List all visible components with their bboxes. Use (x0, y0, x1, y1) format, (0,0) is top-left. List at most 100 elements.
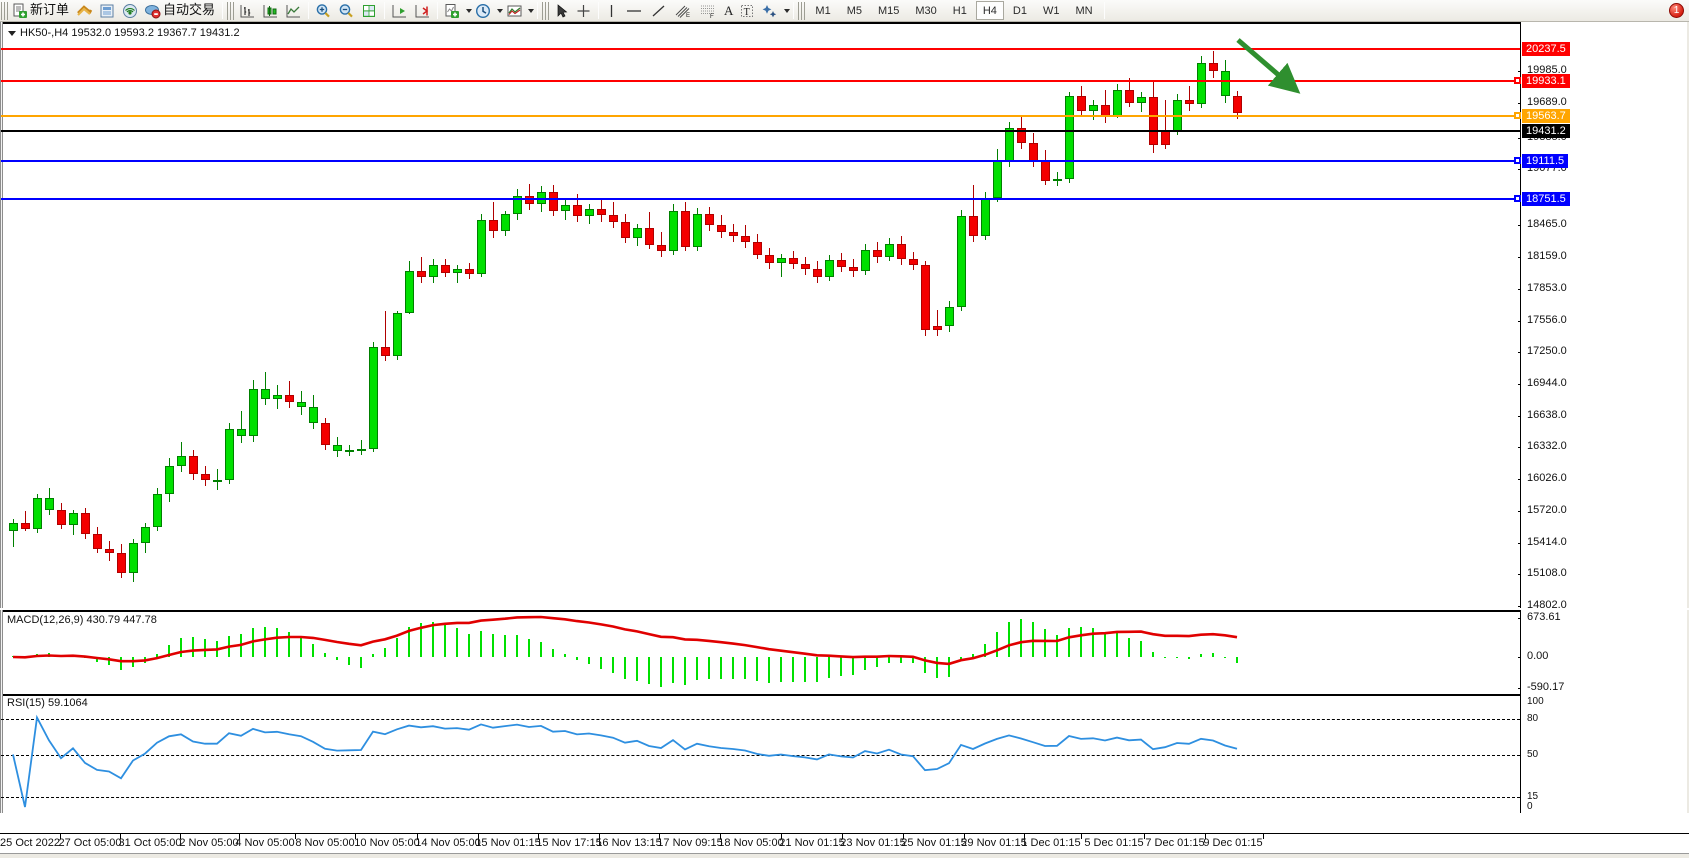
period-dropdown-caret[interactable] (497, 8, 504, 13)
tile-windows-button[interactable] (359, 1, 380, 21)
indicators-dropdown-caret[interactable] (466, 8, 473, 13)
candlestick (369, 342, 378, 453)
line-chart-type-button[interactable] (283, 1, 304, 21)
candlestick (93, 527, 102, 553)
timeframe-d1[interactable]: D1 (1012, 5, 1027, 17)
timeframe-m15[interactable]: M15 (877, 5, 900, 17)
new-order-button[interactable]: 新订单 (11, 1, 72, 21)
autotrading-icon (145, 4, 161, 18)
rsi-panel-left-grip[interactable] (0, 694, 3, 813)
timeframe-m5[interactable]: M5 (846, 5, 862, 17)
text-button[interactable]: A (722, 1, 735, 21)
time-axis-separator (1024, 834, 1025, 839)
toolbar-separator-4 (437, 2, 439, 19)
bar-chart-button[interactable] (74, 1, 95, 21)
chevron-down-icon[interactable] (8, 30, 16, 36)
price-plot-area[interactable] (1, 22, 1689, 608)
fibonacci-button[interactable]: F (697, 1, 720, 21)
news-button[interactable] (97, 1, 118, 21)
price-panel-left-grip[interactable] (0, 22, 3, 608)
rsi-panel[interactable]: RSI(15) 59.1064 100 80 50 15 0 (0, 694, 1689, 813)
vline-button[interactable] (603, 1, 620, 21)
hline-button[interactable] (622, 1, 646, 21)
templates-button[interactable] (504, 1, 525, 21)
new-order-icon (13, 3, 27, 18)
macd-histogram-bar (936, 657, 938, 678)
news-icon (100, 4, 114, 17)
timeframe-h4[interactable]: H4 (975, 1, 1004, 20)
line-studies-grip[interactable] (542, 1, 550, 20)
crosshair-button[interactable] (573, 1, 594, 21)
timeframe-mn[interactable]: MN (1075, 5, 1093, 17)
trendline-button[interactable] (648, 1, 670, 21)
toolbar-grip[interactable] (1, 1, 8, 20)
time-axis-separator (903, 834, 904, 839)
templates-dropdown-caret[interactable] (528, 8, 535, 13)
timeframe-m30[interactable]: M30 (915, 5, 937, 17)
zoom-out-button[interactable] (336, 1, 357, 21)
period-button[interactable] (473, 1, 494, 21)
timeframe-m1[interactable]: M1 (815, 5, 831, 17)
alert-badge[interactable]: 1 (1669, 3, 1684, 18)
auto-scroll-button[interactable] (389, 1, 410, 21)
main-toolbar: 新订单 自动交易 (0, 0, 1689, 22)
candlestick (429, 259, 438, 283)
macd-histogram-bar (1056, 635, 1058, 657)
period-icon (476, 3, 491, 18)
cursor-button[interactable] (552, 1, 571, 21)
candlestick (693, 208, 702, 252)
macd-histogram-bar (300, 636, 302, 657)
timeframe-h1[interactable]: H1 (952, 5, 967, 17)
candlestick (1053, 171, 1062, 187)
shapes-button[interactable] (759, 1, 781, 21)
candlestick (621, 214, 630, 243)
time-axis-separator (1205, 834, 1206, 839)
rsi-scale: 100 80 50 15 0 (1520, 694, 1689, 813)
bar-chart-type-button[interactable] (237, 1, 258, 21)
time-axis-label: 10 Nov 05:00 (354, 837, 420, 849)
candlestick (105, 541, 114, 561)
price-tag-support-2: 18751.5 (1522, 192, 1570, 206)
time-axis-label: 16 Nov 13:15 (596, 837, 662, 849)
price-chart-panel[interactable]: HK50-,H4 19532.0 19593.2 19367.7 19431.2… (0, 22, 1689, 631)
candle-chart-type-button[interactable] (260, 1, 281, 21)
candlestick (921, 261, 930, 337)
price-scale[interactable]: 20237.5 19933.1 19563.7 19431.2 19111.5 18751… (1518, 22, 1689, 631)
bar-chart-icon (77, 4, 93, 16)
candlestick (345, 444, 354, 457)
zoom-in-button[interactable] (313, 1, 334, 21)
macd-histogram-bar (648, 657, 650, 685)
timeframe-w1[interactable]: W1 (1042, 5, 1060, 17)
macd-plot-area[interactable] (1, 610, 1689, 694)
chart-type-grip[interactable] (227, 1, 235, 20)
macd-scale: 673.61 0.00 -590.17 (1518, 610, 1689, 694)
indicators-button[interactable] (442, 1, 463, 21)
macd-histogram-bar (732, 657, 734, 679)
candlestick (1209, 50, 1218, 79)
text-label-button[interactable]: T (737, 1, 757, 21)
text-label-icon: T (741, 4, 754, 18)
hline-icon (627, 9, 642, 12)
equidistant-channel-button[interactable]: E (672, 1, 695, 21)
candlestick (405, 261, 414, 315)
candlestick (741, 224, 750, 248)
candlestick (141, 523, 150, 553)
signal-button[interactable] (120, 1, 141, 21)
rsi-plot-area[interactable] (1, 694, 1689, 813)
auto-trading-button[interactable]: 自动交易 (143, 1, 218, 21)
candlestick (201, 466, 210, 486)
macd-panel-left-grip[interactable] (0, 610, 3, 694)
macd-histogram-bar (180, 638, 182, 657)
time-axis[interactable]: 25 Oct 2022 27 Oct 05:00 31 Oct 05:00 2 Nov… (0, 833, 1689, 854)
chart-shift-button[interactable] (412, 1, 433, 21)
macd-histogram-bar (120, 657, 122, 670)
time-axis-separator (1081, 834, 1082, 839)
macd-histogram-bar (552, 648, 554, 657)
macd-panel[interactable]: MACD(12,26,9) 430.79 447.78 673.61 0.00 -5… (0, 610, 1689, 694)
candlestick (909, 252, 918, 271)
shapes-dropdown-caret[interactable] (784, 8, 791, 13)
timeframe-grip[interactable] (798, 1, 806, 20)
annotation-arrow-icon[interactable] (1, 22, 1520, 608)
candlestick (705, 207, 714, 231)
crosshair-icon (577, 4, 590, 17)
